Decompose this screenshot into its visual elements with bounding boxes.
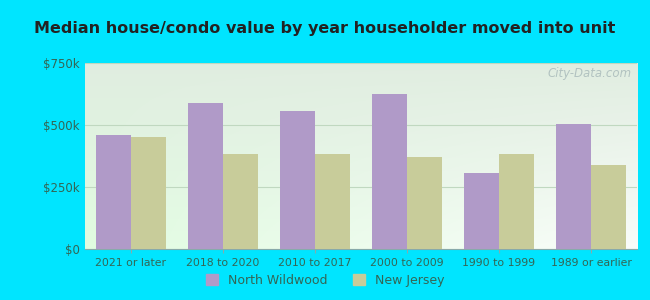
Bar — [499, 154, 534, 249]
Bar — [96, 135, 131, 249]
Bar — [131, 137, 166, 249]
Bar — [315, 154, 350, 249]
Bar — [280, 111, 315, 249]
Bar — [407, 157, 442, 249]
Bar — [556, 124, 591, 249]
Text: City-Data.com: City-Data.com — [547, 67, 632, 80]
Bar — [372, 94, 407, 249]
Text: Median house/condo value by year householder moved into unit: Median house/condo value by year househo… — [34, 21, 616, 36]
Legend: North Wildwood, New Jersey: North Wildwood, New Jersey — [202, 270, 448, 291]
Bar — [222, 154, 257, 249]
Bar — [464, 173, 499, 249]
Bar — [591, 165, 626, 249]
Bar — [188, 103, 222, 249]
